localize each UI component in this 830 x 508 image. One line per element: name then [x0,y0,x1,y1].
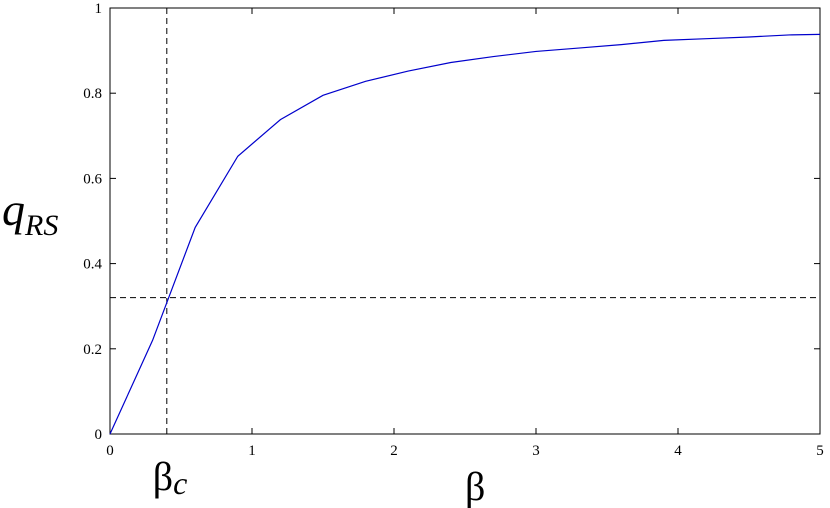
critical-beta-label: βc [153,454,188,501]
x-tick-label: 0 [106,443,114,459]
x-tick-label: 1 [248,443,256,459]
series-layer [109,33,821,435]
x-tick-label: 5 [816,443,824,459]
y-tick-label: 1 [95,1,103,17]
critical-beta-label-main: β [153,454,173,499]
y-tick-label: 0.8 [83,86,102,102]
y-tick-label: 0 [95,427,103,443]
x-tick-label: 3 [532,443,540,459]
y-axis-title-subscript: RS [24,209,58,242]
y-axis-title-main: q [2,184,25,235]
series-line [109,33,821,435]
y-axis-title: qRS [2,184,58,242]
y-tick-label: 0.4 [83,257,102,273]
y-tick-label: 0.2 [83,342,102,358]
critical-beta-label-subscript: c [173,465,187,501]
x-tick-label: 4 [674,443,682,459]
plot-frame [109,7,821,435]
y-tick-label: 0.6 [83,171,102,187]
y-axis-ticks: 0 0.2 0.4 0.6 0.8 1 [83,1,820,443]
x-tick-label: 2 [390,443,398,459]
x-axis-title: β [465,464,485,508]
x-axis-ticks: 0 1 2 3 4 5 [106,8,824,459]
